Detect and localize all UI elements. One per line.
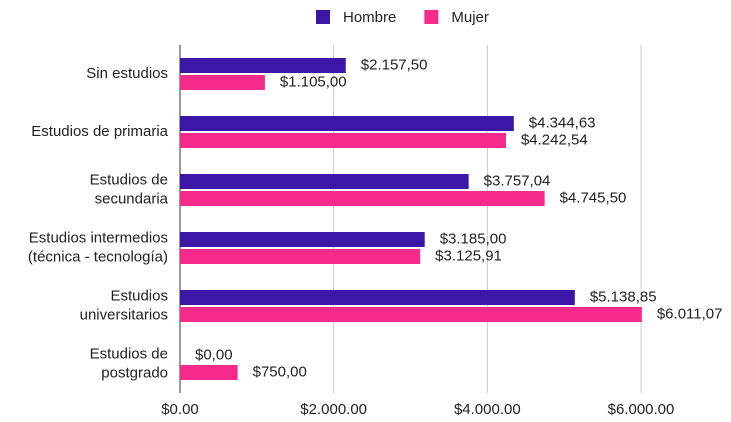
value-label: $3.185,00 bbox=[440, 230, 507, 247]
bar bbox=[180, 191, 545, 206]
y-tick-label: Estudios de secundaria bbox=[90, 171, 169, 207]
y-tick-line: postgrado bbox=[101, 364, 168, 381]
y-tick-line: (técnica - tecnología) bbox=[28, 248, 168, 265]
bar bbox=[180, 133, 506, 148]
bar bbox=[180, 232, 425, 247]
legend-swatch bbox=[424, 10, 439, 24]
y-tick-line: secundaria bbox=[95, 190, 169, 207]
value-label: $3.757,04 bbox=[484, 172, 551, 189]
value-label: $750,00 bbox=[253, 363, 307, 380]
legend-label: Mujer bbox=[451, 9, 489, 26]
x-tick-label: $6.000.00 bbox=[608, 401, 675, 417]
value-label: $4.745,50 bbox=[560, 189, 627, 206]
y-tick-label: Estudios intermedios (técnica - tecnologí… bbox=[28, 229, 168, 265]
bar bbox=[180, 307, 642, 322]
value-label: $1.105,00 bbox=[280, 73, 347, 90]
value-label: $5.138,85 bbox=[590, 288, 657, 305]
bar bbox=[180, 249, 421, 264]
bar bbox=[180, 58, 346, 73]
value-label: $4.344,63 bbox=[529, 114, 596, 131]
y-tick-line: Estudios intermedios bbox=[29, 229, 168, 246]
value-label: $6.011,07 bbox=[657, 305, 723, 322]
bar bbox=[180, 116, 514, 131]
y-tick-label: Sin estudios bbox=[86, 65, 168, 82]
x-tick-label: $0.00 bbox=[161, 401, 199, 417]
value-label: $2.157,50 bbox=[361, 56, 428, 73]
y-tick-line: Sin estudios bbox=[86, 65, 168, 82]
value-label: $4.242,54 bbox=[521, 131, 588, 148]
y-tick-line: Estudios de bbox=[90, 171, 168, 188]
y-tick-label: Estudios universitarios bbox=[80, 287, 168, 323]
bar bbox=[180, 75, 265, 90]
bar bbox=[180, 365, 238, 380]
value-label: $0,00 bbox=[195, 346, 233, 363]
y-tick-line: Estudios bbox=[110, 287, 168, 304]
y-tick-line: Estudios de primaria bbox=[31, 123, 168, 140]
y-tick-line: universitarios bbox=[80, 306, 168, 323]
value-label: $3.125,91 bbox=[435, 247, 502, 264]
y-tick-label: Estudios de primaria bbox=[31, 123, 168, 140]
legend-swatch bbox=[316, 10, 330, 24]
x-tick-label: $2.000.00 bbox=[300, 401, 367, 417]
x-tick-label: $4.000.00 bbox=[454, 401, 521, 417]
y-tick-label: Estudios de postgrado bbox=[90, 345, 168, 381]
legend-label: Hombre bbox=[343, 9, 396, 26]
bar bbox=[180, 290, 575, 305]
y-tick-line: Estudios de bbox=[90, 345, 168, 362]
bar bbox=[180, 174, 469, 189]
